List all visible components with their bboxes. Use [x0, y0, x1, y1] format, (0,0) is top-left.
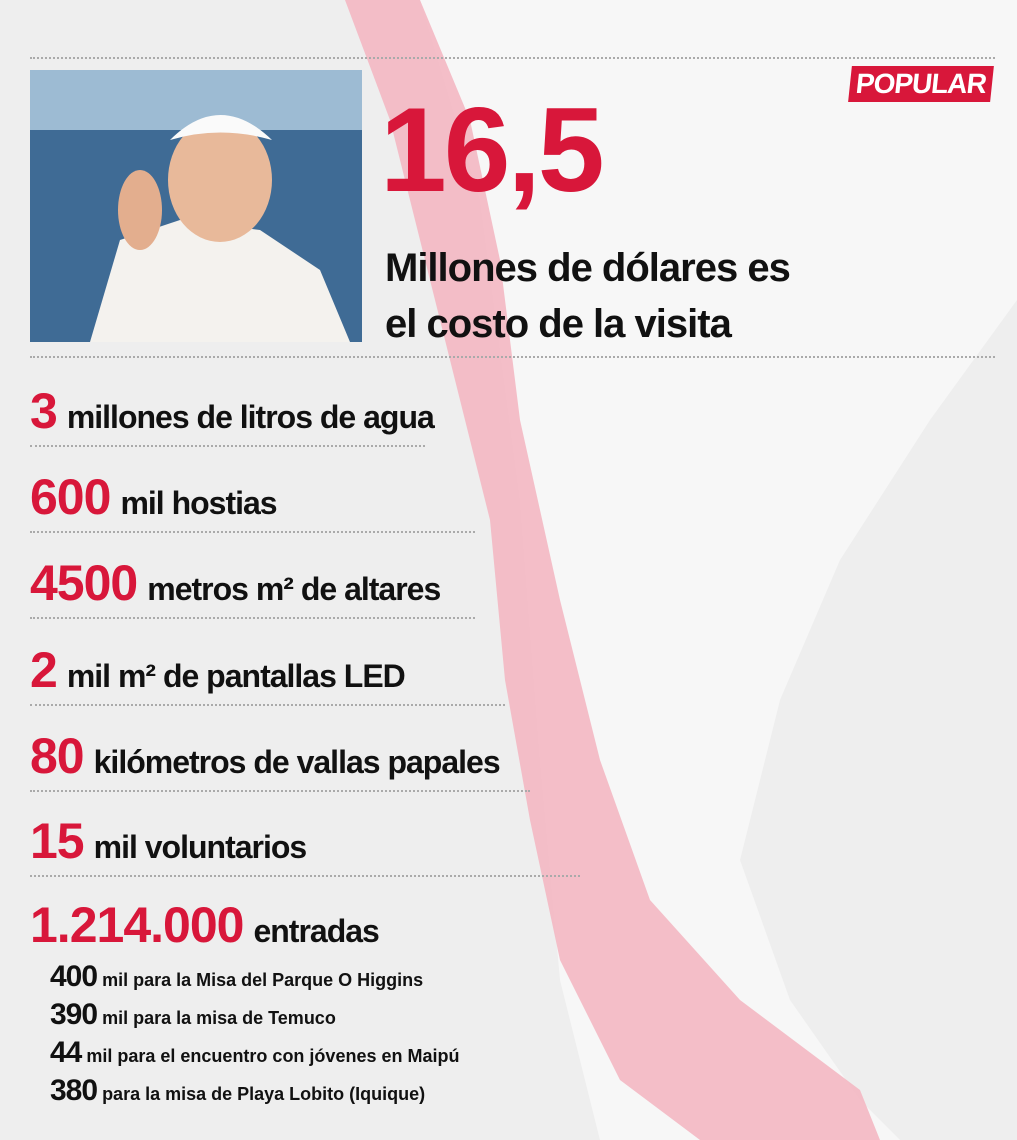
- stat-row: 1.214.000 entradas: [30, 896, 380, 954]
- stat-text: entradas: [253, 913, 379, 949]
- divider: [30, 445, 425, 447]
- divider: [30, 704, 505, 706]
- stat-number: 3: [30, 383, 58, 439]
- divider: [30, 790, 530, 792]
- breakdown-number: 380: [50, 1074, 98, 1107]
- stat-text: kilómetros de vallas papales: [93, 744, 501, 780]
- headline-number: 16,5: [380, 83, 605, 217]
- stat-number: 600: [30, 469, 111, 525]
- stat-number: 80: [30, 728, 85, 784]
- stat-text: metros m² de altares: [147, 571, 441, 607]
- divider: [30, 617, 475, 619]
- stat-text: millones de litros de agua: [66, 399, 435, 435]
- headline-text: Millones de dólares es el costo de la vi…: [385, 240, 791, 352]
- divider: [30, 531, 475, 533]
- stat-number: 15: [30, 813, 85, 869]
- breakdown-number: 390: [50, 998, 98, 1031]
- stat-row: 3 millones de litros de agua: [30, 382, 435, 440]
- chile-map: [345, 0, 880, 1140]
- stat-number: 2: [30, 642, 58, 698]
- divider: [30, 875, 580, 877]
- breakdown-row: 400 mil para la Misa del Parque O Higgins: [50, 960, 423, 994]
- stat-row: 600 mil hostias: [30, 468, 278, 526]
- breakdown-text: mil para la Misa del Parque O Higgins: [102, 970, 424, 990]
- breakdown-text: mil para la misa de Temuco: [102, 1008, 336, 1028]
- stat-text: mil hostias: [120, 485, 277, 521]
- logo: POPULAR: [848, 66, 994, 102]
- headline-line: el costo de la visita: [385, 302, 732, 346]
- divider: [30, 356, 995, 358]
- stat-row: 15 mil voluntarios: [30, 812, 308, 870]
- breakdown-row: 44 mil para el encuentro con jóvenes en M…: [50, 1036, 459, 1070]
- stat-number: 4500: [30, 555, 138, 611]
- stat-row: 80 kilómetros de vallas papales: [30, 727, 501, 785]
- breakdown-row: 380 para la misa de Playa Lobito (Iquique…: [50, 1074, 425, 1108]
- breakdown-row: 390 mil para la misa de Temuco: [50, 998, 336, 1032]
- stat-text: mil voluntarios: [93, 829, 308, 865]
- headline-line: Millones de dólares es: [385, 246, 791, 290]
- breakdown-number: 44: [50, 1036, 82, 1069]
- stat-text: mil m² de pantallas LED: [66, 658, 406, 694]
- divider: [30, 57, 995, 59]
- breakdown-number: 400: [50, 960, 98, 993]
- breakdown-text: mil para el encuentro con jóvenes en Mai…: [86, 1046, 460, 1066]
- breakdown-text: para la misa de Playa Lobito (Iquique): [102, 1084, 426, 1104]
- stat-row: 2 mil m² de pantallas LED: [30, 641, 406, 699]
- stat-number: 1.214.000: [30, 897, 244, 953]
- stat-row: 4500 metros m² de altares: [30, 554, 441, 612]
- photo: [30, 70, 362, 342]
